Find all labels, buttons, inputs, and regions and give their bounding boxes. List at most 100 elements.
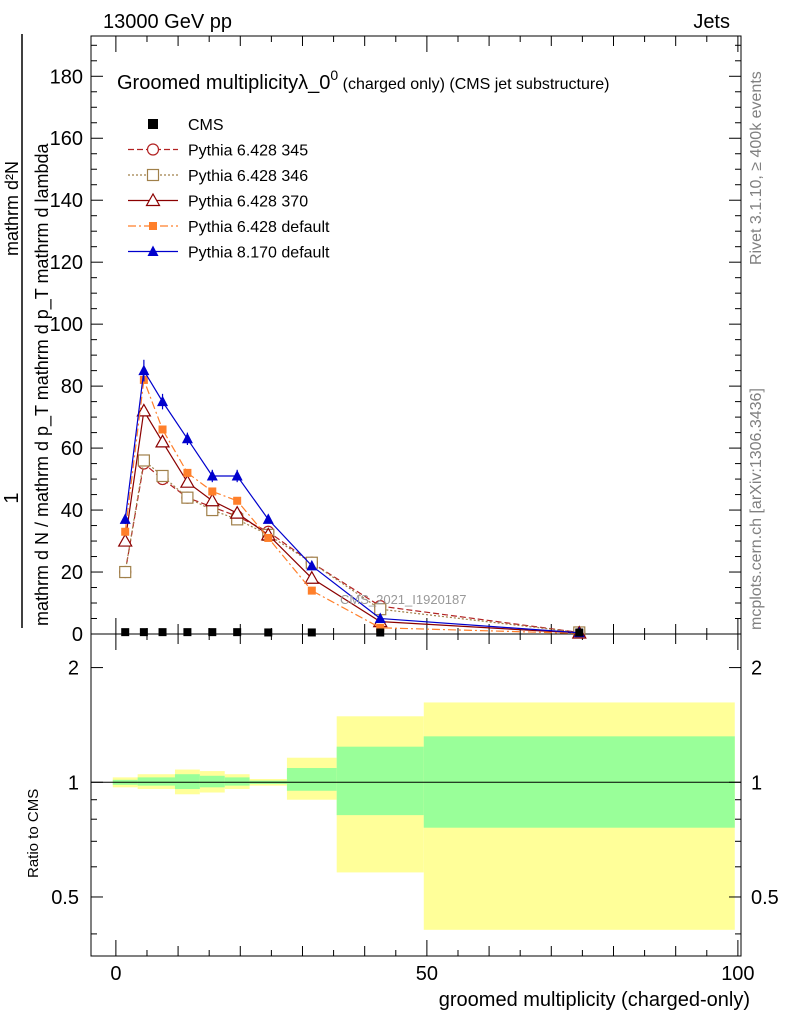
legend-label: Pythia 6.428 346 — [188, 168, 308, 185]
data-point — [179, 474, 195, 488]
data-point — [157, 395, 169, 407]
data-point — [231, 469, 243, 481]
legend-label: CMS — [188, 117, 224, 134]
y-axis-label: 1 mathrm d N / mathrm d p_T mathrm d p_T… — [1, 34, 53, 628]
data-point — [119, 565, 132, 579]
data-point — [233, 496, 242, 505]
y-label-denominator: mathrm d N / mathrm d p_T mathrm d p_T m… — [32, 143, 53, 626]
legend-marker — [145, 192, 161, 207]
ratio-tick-label: 1 — [68, 772, 79, 794]
mcplots-source-label: mcplots.cern.ch [arXiv:1306.3436] — [748, 388, 765, 630]
legend-marker — [148, 119, 158, 129]
legend-marker — [146, 143, 160, 156]
cms-data-point — [233, 628, 242, 637]
series-line-0 — [124, 462, 580, 634]
legend-entry-cms: CMS — [148, 117, 224, 134]
data-point — [156, 469, 169, 483]
analysis-watermark: CMS_2021_I1920187 — [340, 592, 467, 607]
data-point — [181, 491, 194, 504]
ratio-tick-label-right: 0.5 — [751, 887, 779, 909]
legend-entry-4: Pythia 8.170 default — [128, 245, 330, 262]
ratio-bands — [91, 702, 741, 930]
data-point — [183, 468, 192, 477]
data-point — [119, 513, 131, 524]
data-point — [304, 570, 320, 584]
x-tick-label: 100 — [721, 963, 754, 985]
data-point — [204, 493, 220, 507]
cms-data-point — [264, 628, 273, 637]
axes: 0 20 40 60 80 100 120 140 160 180 0 50 100 0.5 0.5 1 1 2 2 — [50, 36, 779, 985]
data-point — [181, 432, 193, 444]
cms-data-point — [158, 628, 167, 637]
plot-title: Groomed multiplicityλ_00 (charged only) … — [117, 67, 609, 94]
legend-label: Pythia 6.428 default — [188, 219, 330, 236]
ratio-plot-frame — [90, 633, 742, 957]
data-point — [307, 586, 316, 595]
data-point — [138, 364, 150, 376]
y-tick-label: 120 — [50, 252, 83, 274]
cms-data-point — [139, 628, 148, 637]
legend-marker — [146, 168, 160, 182]
legend-entry-3: Pythia 6.428 default — [128, 219, 330, 236]
legend-label: Pythia 6.428 370 — [188, 194, 308, 211]
series-line-2 — [124, 409, 580, 634]
legend-label: Pythia 6.428 345 — [188, 143, 308, 160]
cms-series — [121, 628, 584, 637]
legend-entry-0: Pythia 6.428 345 — [128, 143, 308, 160]
x-tick-label: 50 — [416, 963, 438, 985]
y-tick-label: 140 — [50, 190, 83, 212]
legend-label: Pythia 8.170 default — [188, 245, 330, 262]
data-point — [136, 403, 152, 417]
rivet-version-label: Rivet 3.1.10, ≥ 400k events — [748, 71, 765, 265]
y-tick-label: 100 — [50, 314, 83, 336]
ratio-band-green-6 — [286, 768, 337, 791]
ratio-band-green-7 — [336, 746, 424, 816]
y-tick-label: 20 — [61, 562, 83, 584]
legend-entry-2: Pythia 6.428 370 — [128, 192, 308, 211]
series-line-3 — [124, 379, 580, 634]
header-left: 13000 GeV pp — [103, 11, 232, 33]
data-point — [306, 559, 318, 571]
series-line-1 — [124, 459, 580, 634]
series-line-4 — [124, 368, 580, 634]
ratio-band-green-1 — [137, 777, 175, 786]
data-point — [206, 469, 218, 481]
data-point — [137, 454, 150, 467]
y-label-numerator: 1 — [1, 492, 23, 503]
legend-entry-1: Pythia 6.428 346 — [128, 168, 308, 185]
cms-data-point — [183, 628, 192, 637]
cms-data-point — [575, 628, 584, 637]
data-point — [208, 487, 217, 496]
legend: CMS Pythia 6.428 345 Pythia 6.428 346 Pythi… — [128, 117, 330, 262]
data-point — [117, 533, 133, 547]
data-point — [121, 527, 130, 536]
y-tick-label: 40 — [61, 500, 83, 522]
ratio-band-green-3 — [199, 775, 225, 788]
data-point — [374, 612, 386, 624]
data-point — [376, 623, 385, 632]
ratio-y-label: Ratio to CMS — [25, 789, 42, 878]
header-right: Jets — [693, 11, 730, 33]
data-point — [158, 425, 167, 434]
y-label-top: mathrm d²N — [2, 161, 22, 256]
legend-marker — [147, 245, 159, 256]
x-axis-label: groomed multiplicity (charged-only) — [439, 989, 750, 1011]
cms-data-point — [307, 628, 316, 637]
data-point — [264, 533, 273, 542]
cms-data-point — [121, 628, 130, 637]
y-tick-label: 160 — [50, 128, 83, 150]
ratio-tick-label-right: 2 — [751, 658, 762, 680]
ratio-tick-label-right: 1 — [751, 772, 762, 794]
y-tick-label: 80 — [61, 376, 83, 398]
data-point — [155, 434, 171, 448]
cms-data-point — [208, 628, 217, 637]
ratio-band-green-4 — [224, 777, 250, 786]
series-4 — [119, 359, 585, 638]
data-point — [262, 513, 274, 524]
data-series — [117, 359, 587, 639]
x-tick-label: 0 — [110, 963, 121, 985]
ratio-tick-label: 0.5 — [51, 887, 79, 909]
legend-marker — [149, 222, 157, 230]
y-tick-label: 180 — [50, 66, 83, 88]
